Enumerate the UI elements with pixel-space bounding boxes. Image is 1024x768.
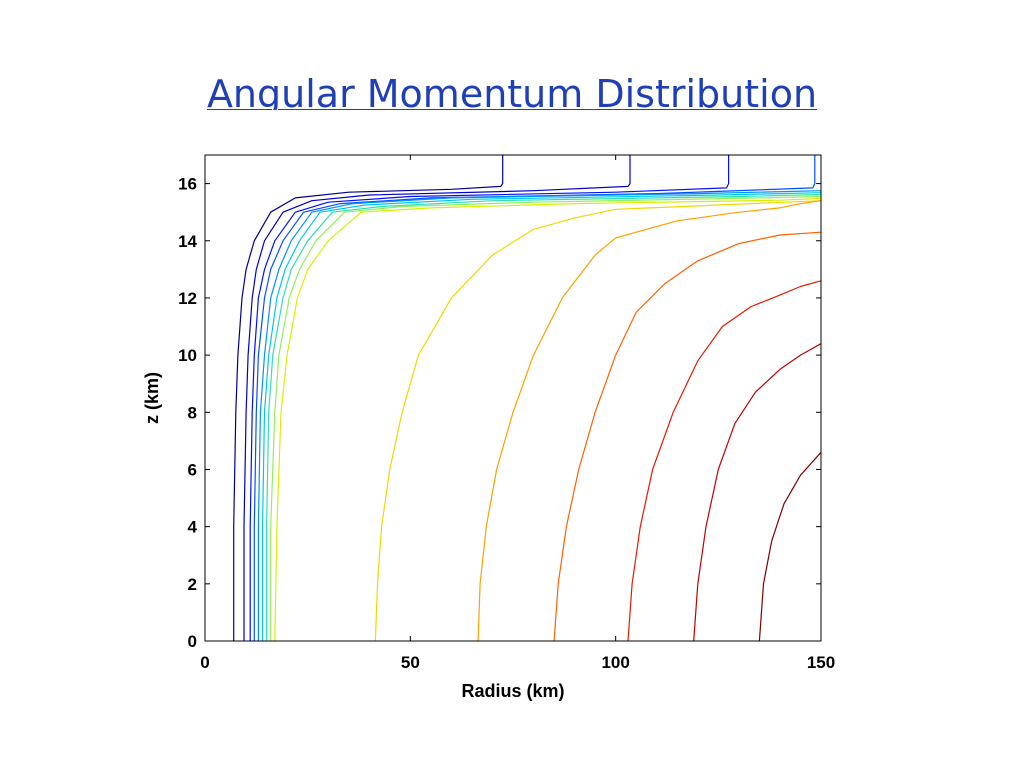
y-tick-label-0: 0 <box>188 632 197 651</box>
y-tick-label-10: 10 <box>178 346 197 365</box>
contour-line-6 <box>261 192 822 641</box>
contour-line-8 <box>270 195 822 641</box>
y-axis-label: z (km) <box>142 372 162 424</box>
contour-line-4 <box>253 155 816 641</box>
contour-line-11 <box>477 200 822 642</box>
contour-line-1 <box>233 155 504 641</box>
y-tick-label-16: 16 <box>178 175 197 194</box>
contour-line-5 <box>257 190 822 641</box>
contour-line-13 <box>627 280 822 642</box>
contour-line-14 <box>693 343 822 642</box>
x-tick-label-150: 150 <box>807 653 835 672</box>
y-tick-label-4: 4 <box>188 518 198 537</box>
y-tick-label-2: 2 <box>188 575 197 594</box>
x-tick-label-50: 50 <box>401 653 420 672</box>
contour-line-2 <box>243 155 631 641</box>
contour-line-12 <box>553 231 822 642</box>
contour-line-7 <box>266 193 822 641</box>
y-tick-label-8: 8 <box>188 403 197 422</box>
contour-line-9 <box>274 197 822 642</box>
y-tick-label-6: 6 <box>188 460 197 479</box>
y-tick-label-12: 12 <box>178 289 197 308</box>
slide-title: Angular Momentum Distribution <box>206 72 818 116</box>
contour-line-15 <box>758 451 822 642</box>
y-tick-label-14: 14 <box>178 232 197 251</box>
contour-line-10 <box>374 200 822 642</box>
x-tick-label-0: 0 <box>200 653 209 672</box>
x-axis-label: Radius (km) <box>461 681 564 701</box>
contour-line-3 <box>249 155 730 641</box>
x-tick-label-100: 100 <box>601 653 629 672</box>
axes-layer: 0 50 100 150 0 2 4 6 8 10 12 14 16 <box>178 155 835 672</box>
plot-frame <box>204 154 822 642</box>
series-layer <box>233 155 822 642</box>
